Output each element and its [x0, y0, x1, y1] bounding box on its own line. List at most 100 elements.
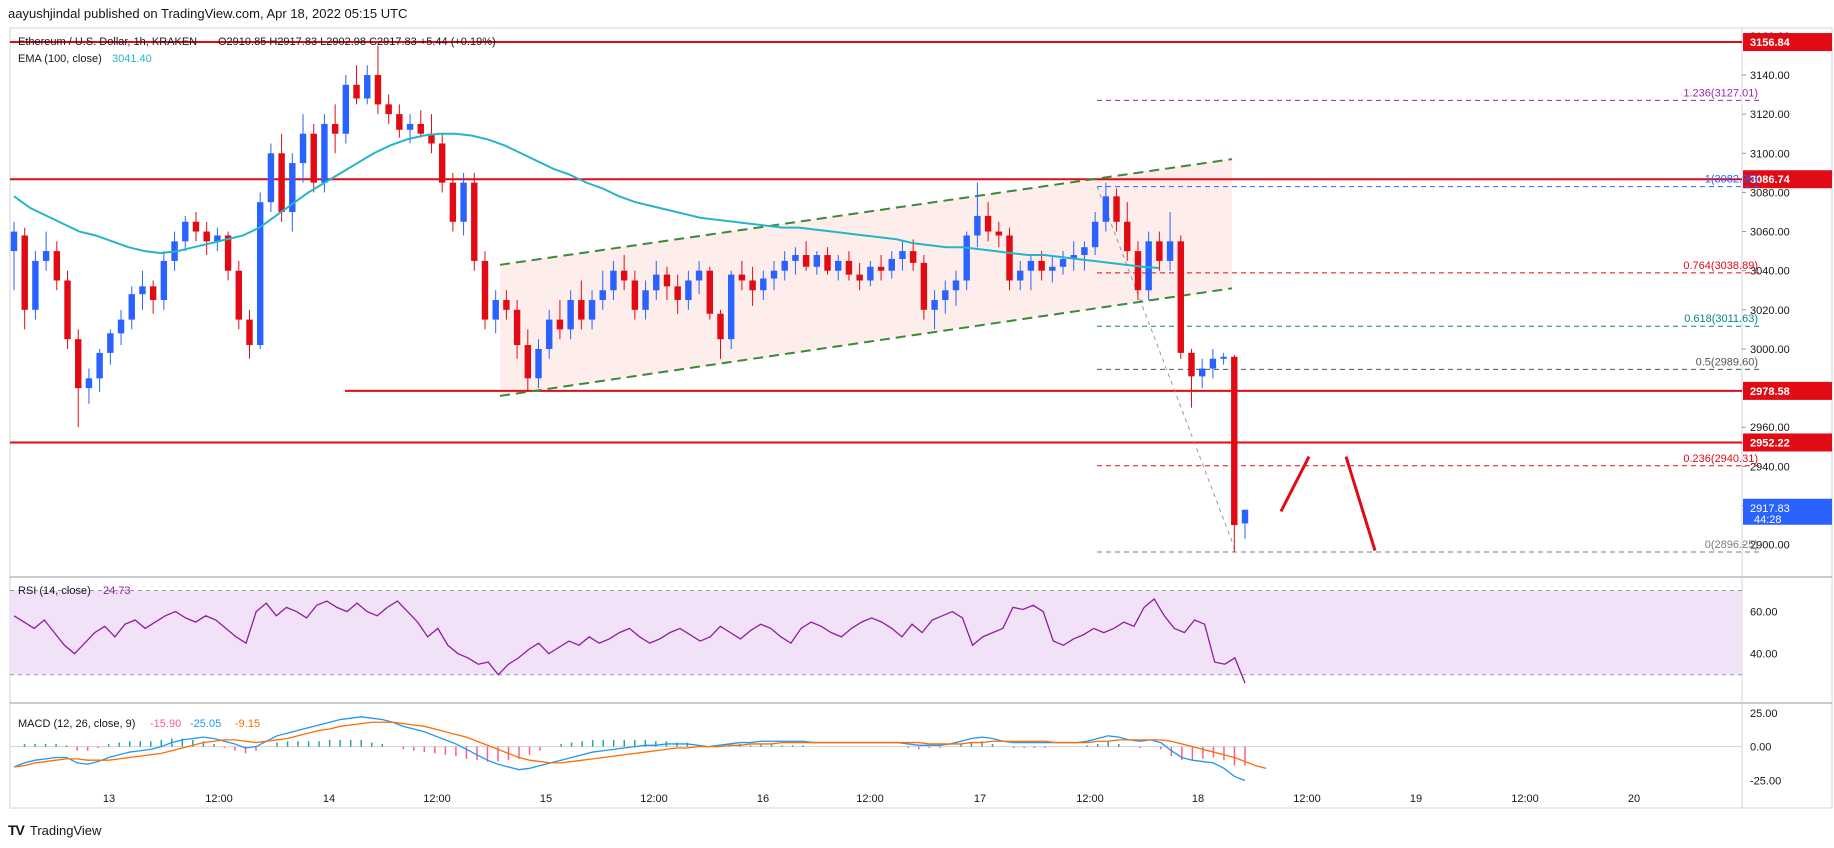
candle-body — [1177, 241, 1184, 353]
candle-body — [546, 319, 553, 349]
candle-body — [599, 290, 606, 301]
x-tick-label: 15 — [540, 793, 552, 805]
ema-legend-label: EMA (100, close) — [18, 53, 102, 65]
candle-body — [942, 290, 949, 301]
candle-body — [909, 251, 917, 263]
candle-body — [471, 182, 478, 261]
candle-body — [107, 333, 114, 353]
candle-body — [289, 163, 296, 212]
candle-body — [299, 133, 307, 164]
candle-body — [749, 280, 756, 291]
candle-body — [1231, 356, 1238, 526]
level-price-tag — [1743, 33, 1832, 52]
candle-body — [21, 235, 28, 310]
candle-body — [674, 286, 681, 301]
fib-level-label: 0.618(3011.63) — [1684, 313, 1758, 325]
candle-body — [835, 260, 842, 271]
ema-legend-value: 3041.40 — [112, 53, 152, 65]
candle-body — [428, 133, 435, 144]
candle-body — [192, 221, 200, 232]
projection-down-line — [1344, 456, 1377, 551]
candle-body — [567, 300, 574, 330]
tradingview-logo-icon: TV — [8, 822, 25, 838]
candle-body — [1241, 509, 1249, 524]
candle-body — [1220, 356, 1227, 359]
candle-body — [278, 153, 285, 212]
candle-body — [1070, 255, 1077, 259]
candle-body — [642, 290, 649, 310]
rsi-value: 24.73 — [103, 585, 131, 597]
candle-body — [53, 251, 61, 281]
y-tick-label: 3060.00 — [1750, 227, 1790, 239]
macd-hist-value: -15.90 — [150, 718, 181, 730]
level-price-label: 2952.22 — [1750, 437, 1790, 449]
candle-body — [364, 75, 371, 99]
x-tick-label: 12:00 — [856, 793, 884, 805]
candle-body — [1188, 352, 1195, 377]
candle-body — [845, 260, 853, 275]
candle-body — [1198, 368, 1206, 377]
fib-level-label: 0.236(2940.31) — [1683, 453, 1758, 465]
candle-body — [963, 235, 970, 281]
candle-body — [717, 313, 724, 340]
candle-body — [984, 215, 992, 232]
y-tick-label: 3140.00 — [1750, 70, 1790, 82]
level-price-label: 3156.84 — [1750, 37, 1791, 49]
candle-body — [738, 274, 746, 281]
fib-level-label: 0(2896.25) — [1705, 539, 1758, 551]
x-tick-label: 12:00 — [423, 793, 451, 805]
candle-body — [1081, 247, 1088, 256]
candle-body — [492, 300, 499, 320]
level-price-label: 3086.74 — [1750, 174, 1791, 186]
x-tick-label: 12:00 — [1076, 793, 1104, 805]
x-tick-label: 18 — [1192, 793, 1204, 805]
fib-trend-line — [1096, 186, 1237, 553]
macd-line — [13, 716, 1246, 782]
candle-body — [481, 260, 489, 320]
candle-body — [802, 255, 810, 267]
candle-body — [1209, 358, 1217, 369]
brand-label: TradingView — [29, 822, 102, 838]
x-tick-label: 12:00 — [1511, 793, 1539, 805]
candle-body — [246, 319, 253, 346]
candle-body — [256, 202, 264, 346]
x-tick-label: 16 — [757, 793, 769, 805]
x-tick-label: 12:00 — [205, 793, 233, 805]
candle-body — [588, 300, 596, 320]
candle-body — [385, 104, 392, 115]
candle-body — [995, 231, 1003, 236]
candle-body — [203, 231, 210, 242]
candle-body — [406, 123, 414, 130]
candle-body — [321, 123, 328, 183]
rsi-title: RSI (14, close) — [18, 585, 91, 597]
last-price-tag — [1743, 498, 1832, 525]
rsi-tick-label: 60.00 — [1750, 607, 1778, 619]
candle-body — [1113, 196, 1120, 222]
channel-lower-line — [499, 287, 1233, 397]
projection-up-line — [1279, 455, 1311, 513]
y-tick-label: 2940.00 — [1750, 461, 1790, 473]
candle-body — [75, 339, 82, 389]
candle-body — [1006, 235, 1013, 281]
macd-line-value: -25.05 — [190, 718, 221, 730]
candle-body — [1166, 241, 1174, 261]
candle-body — [10, 231, 18, 252]
y-tick-label: 2960.00 — [1750, 422, 1790, 434]
candle-body — [974, 215, 981, 236]
candle-body — [503, 300, 510, 310]
candle-body — [374, 75, 382, 105]
candle-body — [813, 255, 821, 267]
fib-level-label: 1.236(3127.01) — [1683, 87, 1758, 99]
candle-body — [139, 286, 146, 295]
ohlc-values: O2910.85 H2917.83 L2902.98 C2917.83 +5.4… — [218, 36, 496, 48]
candle-body — [85, 378, 93, 389]
candle-body — [535, 348, 542, 379]
candle-body — [578, 300, 585, 320]
rsi-line — [13, 597, 1246, 684]
candle-body — [513, 309, 521, 346]
candle-body — [1156, 241, 1163, 261]
candle-body — [620, 270, 628, 281]
candle-body — [524, 345, 532, 379]
candle-body — [1145, 241, 1152, 291]
